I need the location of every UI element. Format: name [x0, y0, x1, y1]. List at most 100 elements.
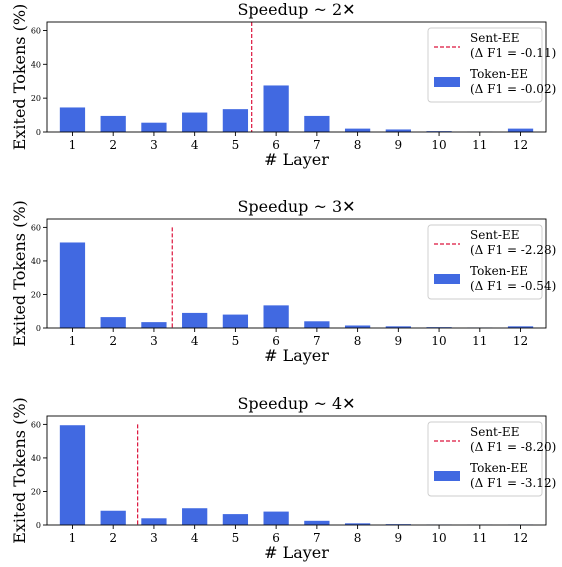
x-axis-label: # Layer	[264, 150, 329, 169]
y-axis-label: Exited Tokens (%)	[10, 4, 29, 151]
x-tick-label: 10	[431, 138, 446, 152]
chart-title: Speedup ~ 3✕	[237, 197, 355, 216]
bar-layer-4	[182, 312, 208, 328]
bar-layer-3	[141, 122, 167, 132]
x-tick-label: 11	[472, 531, 487, 545]
y-tick-label: 40	[31, 454, 41, 463]
bar-layer-9	[385, 129, 411, 132]
x-tick-label: 3	[150, 138, 158, 152]
bar-layer-8	[344, 523, 371, 525]
x-tick-label: 4	[191, 334, 199, 348]
x-tick-label: 12	[513, 531, 528, 545]
legend-token-ee-label: Token-EE	[470, 461, 528, 475]
bar-layer-4	[182, 508, 208, 525]
bar-layer-5	[222, 314, 249, 328]
legend-token-ee-swatch	[434, 77, 460, 87]
y-tick-label: 0	[36, 324, 41, 333]
x-tick-label: 7	[313, 531, 321, 545]
y-tick-label: 20	[31, 290, 41, 299]
y-tick-label: 0	[36, 128, 41, 137]
y-tick-label: 60	[31, 26, 41, 35]
x-axis-label: # Layer	[264, 543, 329, 562]
x-tick-label: 9	[395, 531, 403, 545]
bar-layer-8	[344, 128, 371, 132]
y-tick-label: 0	[36, 521, 41, 530]
bar-layer-3	[141, 322, 167, 328]
y-axis-label: Exited Tokens (%)	[10, 200, 29, 347]
x-tick-label: 8	[354, 138, 362, 152]
legend-token-ee-label: Token-EE	[470, 67, 528, 81]
x-tick-label: 8	[354, 531, 362, 545]
legend-sent-ee-label: Sent-EE	[470, 31, 519, 45]
y-tick-label: 60	[31, 223, 41, 232]
x-tick-label: 6	[272, 531, 280, 545]
x-axis-label: # Layer	[264, 346, 329, 365]
x-tick-label: 9	[395, 334, 403, 348]
y-tick-label: 20	[31, 487, 41, 496]
x-tick-label: 5	[232, 531, 240, 545]
x-tick-label: 10	[431, 334, 446, 348]
legend-token-ee-swatch	[434, 471, 460, 481]
x-tick-label: 4	[191, 138, 199, 152]
x-tick-label: 3	[150, 334, 158, 348]
bar-layer-6	[263, 305, 289, 328]
bar-layer-5	[222, 109, 249, 132]
bar-layer-6	[263, 511, 289, 525]
x-tick-label: 1	[69, 531, 77, 545]
bar-layer-4	[182, 112, 208, 132]
bar-layer-5	[222, 514, 249, 525]
y-axis-label: Exited Tokens (%)	[10, 397, 29, 544]
legend-token-ee-f1: (Δ F1 = -0.54)	[470, 279, 556, 293]
legend-sent-ee-f1: (Δ F1 = -8.20)	[470, 440, 556, 454]
x-tick-label: 12	[513, 138, 528, 152]
legend: Sent-EE(Δ F1 = -2.28) Token-EE(Δ F1 = -0.…	[427, 224, 556, 300]
y-tick-label: 20	[31, 94, 41, 103]
y-tick-label: 40	[31, 60, 41, 69]
x-tick-label: 1	[69, 334, 77, 348]
legend-token-ee-f1: (Δ F1 = -0.02)	[470, 82, 556, 96]
x-tick-label: 11	[472, 138, 487, 152]
x-tick-label: 7	[313, 138, 321, 152]
bar-layer-8	[344, 325, 371, 328]
x-tick-label: 12	[513, 334, 528, 348]
x-tick-label: 11	[472, 334, 487, 348]
bar-layer-2	[100, 115, 126, 132]
x-tick-label: 2	[109, 334, 117, 348]
bar-layer-1	[59, 425, 86, 525]
legend: Sent-EE(Δ F1 = -8.20) Token-EE(Δ F1 = -3.…	[427, 421, 556, 497]
bar-layer-7	[304, 321, 330, 328]
plot-frame	[46, 21, 547, 133]
legend-sent-ee-label: Sent-EE	[470, 228, 519, 242]
legend-sent-ee-f1: (Δ F1 = -0.11)	[470, 46, 556, 60]
bar-layer-1	[59, 107, 86, 132]
x-tick-label: 9	[395, 138, 403, 152]
bar-layer-1	[59, 242, 86, 328]
x-tick-label: 6	[272, 138, 280, 152]
legend-sent-ee-f1: (Δ F1 = -2.28)	[470, 243, 556, 257]
x-tick-label: 6	[272, 334, 280, 348]
bar-layer-2	[100, 317, 126, 328]
x-tick-label: 5	[232, 334, 240, 348]
y-tick-label: 60	[31, 420, 41, 429]
x-tick-label: 5	[232, 138, 240, 152]
x-tick-label: 3	[150, 531, 158, 545]
bar-layer-7	[304, 115, 330, 132]
legend-token-ee-f1: (Δ F1 = -3.12)	[470, 476, 556, 490]
x-tick-label: 2	[109, 531, 117, 545]
bar-layer-12	[507, 128, 534, 132]
chart-title: Speedup ~ 2✕	[237, 0, 355, 19]
bar-layer-12	[507, 326, 534, 328]
x-tick-label: 10	[431, 531, 446, 545]
bar-layer-6	[263, 85, 289, 132]
x-tick-label: 1	[69, 138, 77, 152]
x-tick-label: 2	[109, 138, 117, 152]
bar-layer-3	[141, 518, 167, 525]
x-tick-label: 7	[313, 334, 321, 348]
x-tick-label: 4	[191, 531, 199, 545]
legend: Sent-EE(Δ F1 = -0.11) Token-EE(Δ F1 = -0.…	[427, 27, 556, 103]
bar-layer-2	[100, 510, 126, 525]
plot-frame	[46, 415, 547, 526]
